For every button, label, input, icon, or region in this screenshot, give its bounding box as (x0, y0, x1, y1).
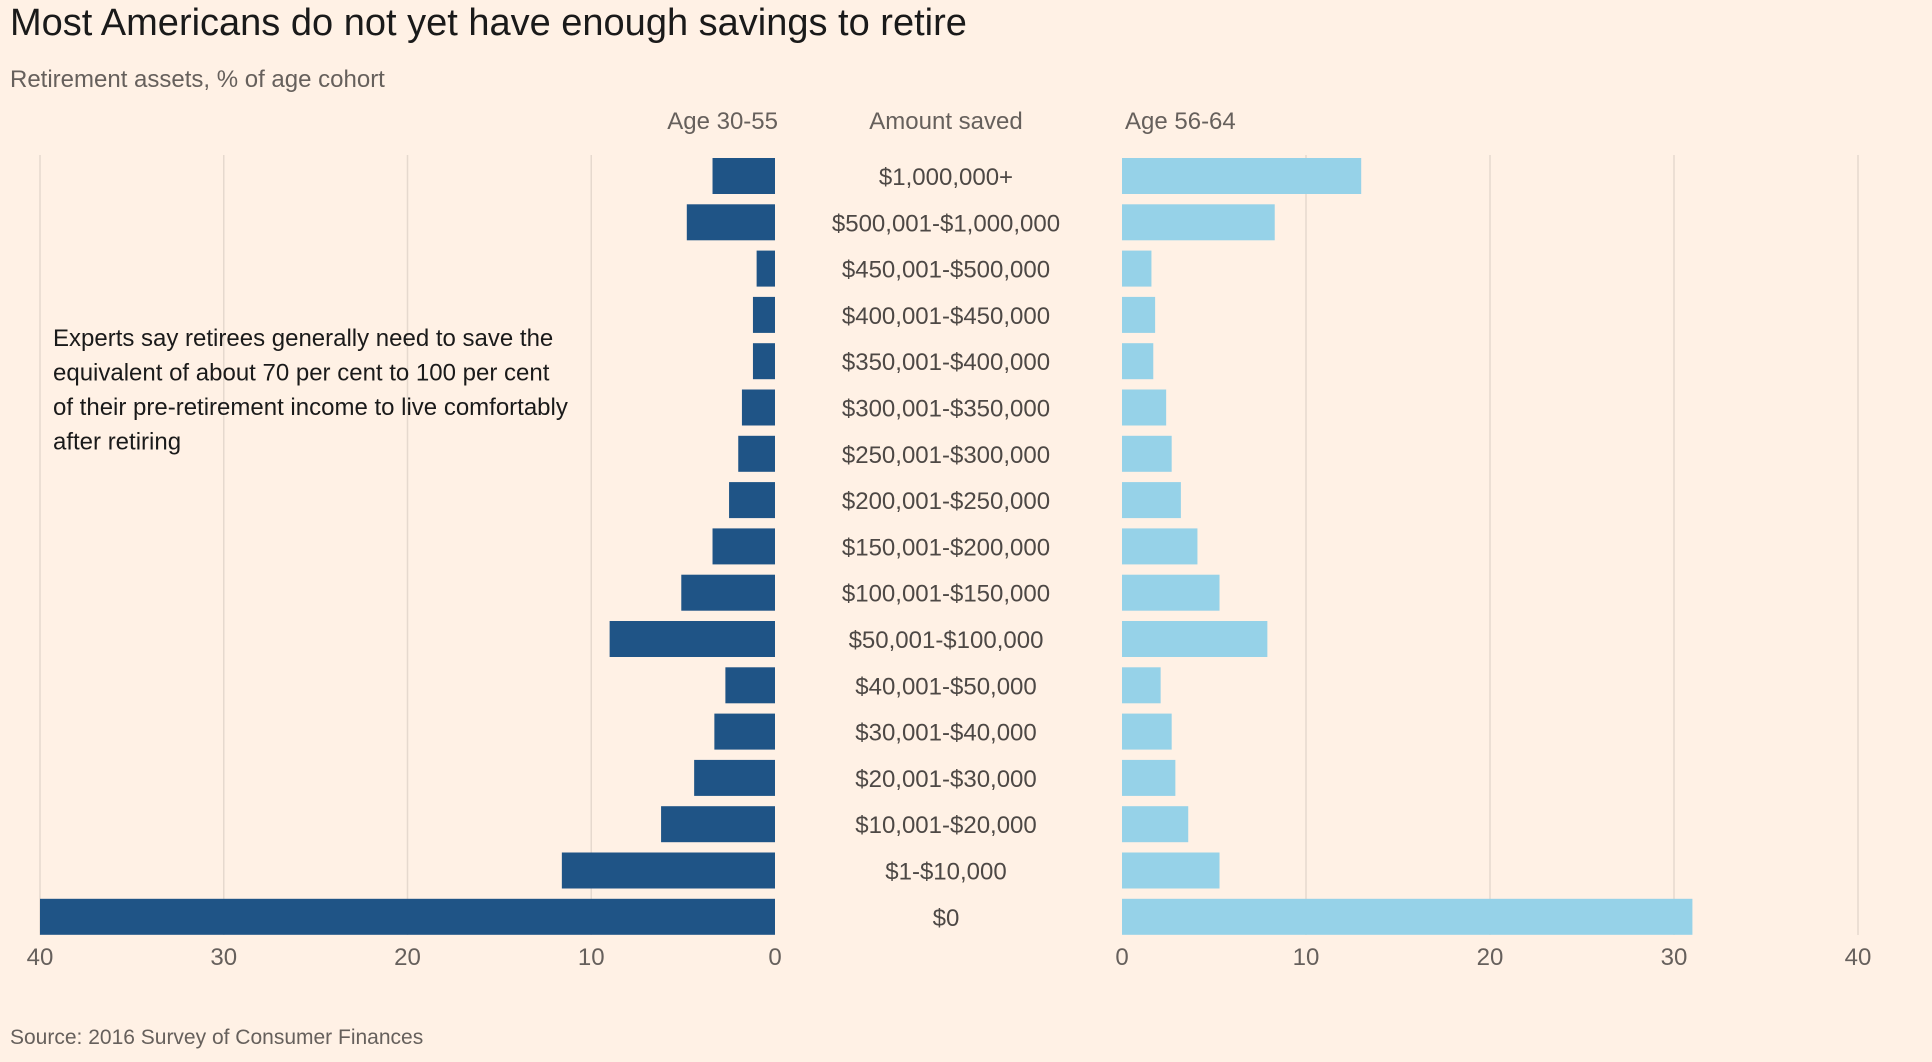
tick-label-left: 40 (27, 944, 54, 971)
bar-age-56-64 (1122, 852, 1220, 889)
category-label: $400,001-$450,000 (842, 303, 1050, 330)
left-series-header: Age 30-55 (667, 108, 778, 135)
right-bars (1122, 158, 1693, 935)
annotation-line: Experts say retirees generally need to s… (53, 325, 553, 352)
bar-age-30-55 (40, 898, 775, 935)
bar-age-30-55 (712, 528, 775, 565)
category-label: $1,000,000+ (879, 164, 1013, 191)
left-bars (40, 158, 775, 935)
tick-label-right: 0 (1115, 944, 1128, 971)
bar-age-56-64 (1122, 435, 1172, 472)
bar-age-30-55 (725, 667, 775, 704)
annotation-line: of their pre-retirement income to live c… (53, 394, 568, 421)
right-series-header: Age 56-64 (1125, 108, 1236, 135)
category-label: $20,001-$30,000 (855, 766, 1037, 793)
tick-label-left: 10 (578, 944, 605, 971)
tick-label-left: 20 (394, 944, 421, 971)
tick-label-right: 10 (1293, 944, 1320, 971)
category-label: $450,001-$500,000 (842, 257, 1050, 284)
bar-age-56-64 (1122, 898, 1693, 935)
category-label: $1-$10,000 (885, 859, 1006, 886)
bar-age-30-55 (694, 759, 775, 796)
left-gridlines (39, 155, 592, 935)
bar-age-30-55 (738, 435, 775, 472)
bar-age-56-64 (1122, 667, 1161, 704)
right-gridlines (1305, 155, 1859, 935)
category-label: $500,001-$1,000,000 (832, 210, 1060, 237)
category-label: $350,001-$400,000 (842, 349, 1050, 376)
bar-age-56-64 (1122, 574, 1220, 611)
bar-age-56-64 (1122, 343, 1154, 380)
bar-age-30-55 (681, 574, 775, 611)
bar-age-56-64 (1122, 389, 1167, 426)
category-label: $30,001-$40,000 (855, 720, 1037, 747)
bar-age-30-55 (729, 482, 775, 519)
bar-age-56-64 (1122, 621, 1268, 657)
tick-label-right: 30 (1661, 944, 1688, 971)
category-labels: $1,000,000+ $500,001-$1,000,000 $450,001-$… (832, 164, 1060, 932)
category-label: $200,001-$250,000 (842, 488, 1050, 515)
category-label: $0 (933, 905, 960, 932)
chart-subtitle: Retirement assets, % of age cohort (10, 66, 385, 93)
bar-age-30-55 (661, 806, 775, 843)
annotation-text: Experts say retirees generally need to s… (53, 325, 568, 456)
source-note: Source: 2016 Survey of Consumer Finances (10, 1026, 424, 1049)
bar-age-56-64 (1122, 158, 1362, 194)
category-label: $100,001-$150,000 (842, 581, 1050, 608)
left-tick-labels: 0 10 20 30 40 (27, 944, 782, 971)
bar-age-30-55 (686, 204, 775, 241)
bar-age-56-64 (1122, 296, 1156, 333)
tick-label-left: 30 (210, 944, 237, 971)
category-label: $250,001-$300,000 (842, 442, 1050, 469)
category-label: $300,001-$350,000 (842, 396, 1050, 423)
bar-age-56-64 (1122, 759, 1176, 796)
bar-age-30-55 (756, 250, 775, 287)
tick-label-right: 20 (1477, 944, 1504, 971)
category-label: $10,001-$20,000 (855, 812, 1037, 839)
bar-age-56-64 (1122, 250, 1152, 287)
bar-age-56-64 (1122, 204, 1275, 241)
bar-age-30-55 (712, 158, 775, 194)
bar-age-56-64 (1122, 713, 1172, 750)
bar-age-30-55 (752, 296, 775, 333)
bar-age-30-55 (561, 852, 775, 889)
annotation-line: after retiring (53, 429, 181, 456)
category-label: $150,001-$200,000 (842, 534, 1050, 561)
category-label: $50,001-$100,000 (849, 627, 1044, 654)
tick-label-right: 40 (1845, 944, 1872, 971)
category-header: Amount saved (869, 108, 1022, 135)
right-tick-labels: 0 10 20 30 40 (1115, 944, 1871, 971)
bar-age-30-55 (752, 343, 775, 380)
bar-age-56-64 (1122, 528, 1198, 565)
bar-age-56-64 (1122, 482, 1181, 519)
bar-age-56-64 (1122, 806, 1189, 843)
tick-label-left: 0 (768, 944, 781, 971)
bar-age-30-55 (714, 713, 775, 750)
bar-age-30-55 (609, 621, 775, 657)
category-label: $40,001-$50,000 (855, 673, 1037, 700)
chart-title: Most Americans do not yet have enough sa… (10, 2, 967, 44)
bar-age-30-55 (741, 389, 775, 426)
annotation-line: equivalent of about 70 per cent to 100 p… (53, 360, 550, 387)
